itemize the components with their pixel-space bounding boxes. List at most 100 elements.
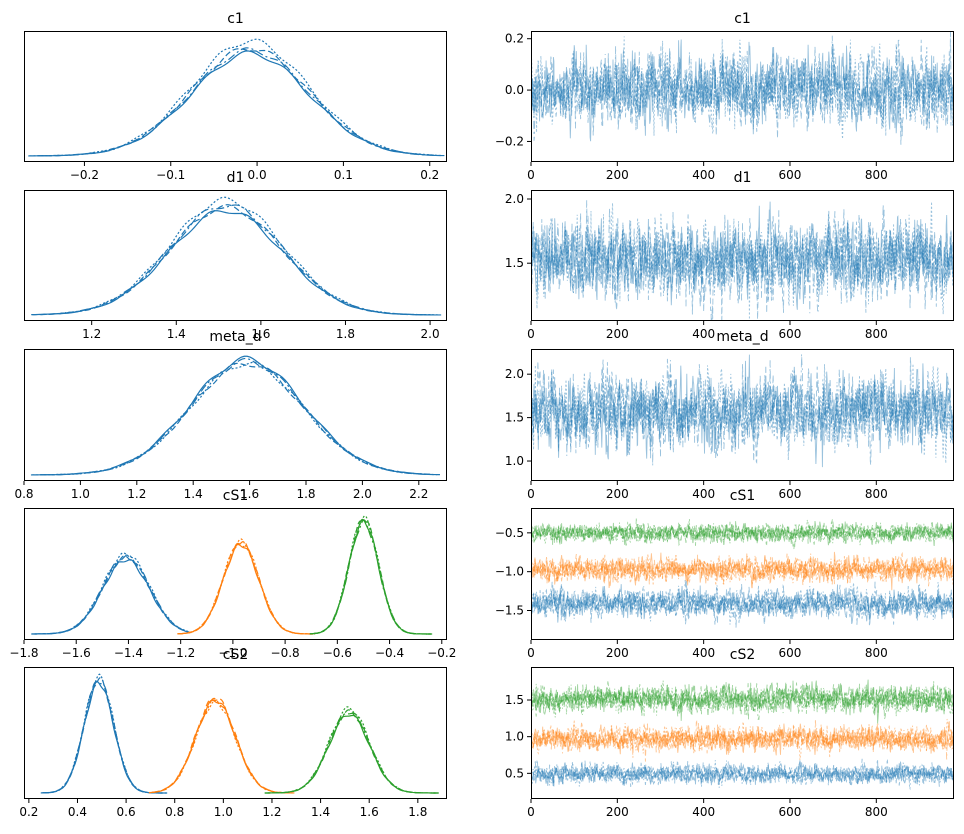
kde-line-cS11-chain-3 — [177, 542, 315, 635]
kde-line-meta_d-chain-1 — [39, 362, 430, 476]
trace-line-cS22-chain-1 — [531, 682, 954, 720]
y-tick-label: 2.0 — [505, 192, 524, 206]
trace-line-cS10-chain-1 — [531, 581, 954, 626]
y-tick-label: −1.5 — [495, 603, 524, 617]
trace-line-meta_d-chain-0 — [531, 354, 954, 468]
kde-line-cS20-chain-1 — [40, 677, 165, 794]
trace-line-cS20-chain-2 — [531, 760, 954, 791]
kde-line-meta_d-chain-2 — [32, 361, 437, 476]
panel-kde-c1: −0.2 −0.1 0.0 0.1 0.2 c1 — [24, 11, 447, 182]
y-tick-label: 1.0 — [505, 730, 524, 744]
trace-line-meta_d-chain-2 — [531, 363, 954, 464]
x-tick-label: 400 — [692, 327, 715, 341]
x-tick-label: 1.4 — [184, 487, 203, 501]
x-tick-label: −1.8 — [9, 646, 38, 660]
panel-trace-cS1: −1.5 −1.0 −0.5 0 200 400 600 800 cS1 — [495, 488, 954, 660]
trace-line-cS21-chain-3 — [531, 720, 954, 760]
x-tick-label: 2.0 — [421, 327, 440, 341]
y-tick-label: −1.0 — [495, 565, 524, 579]
x-tick-label: 600 — [779, 168, 802, 182]
x-tick-label: 1.0 — [71, 487, 90, 501]
axes-frame — [531, 190, 954, 321]
axes-frame — [24, 31, 447, 162]
trace-line-d1-chain-1 — [531, 209, 954, 321]
panel-title: cS2 — [223, 647, 249, 663]
x-tick-label: 0 — [527, 805, 535, 819]
trace-line-cS12-chain-3 — [531, 518, 954, 547]
plot-area — [28, 38, 445, 157]
x-tick-label: −0.8 — [271, 646, 300, 660]
trace-line-cS22-chain-3 — [531, 681, 954, 721]
plot-area — [31, 515, 434, 635]
x-tick-label: 1.4 — [311, 805, 330, 819]
y-tick-label: −0.5 — [495, 526, 524, 540]
trace-line-c1-chain-1 — [531, 39, 954, 145]
trace-line-cS22-chain-2 — [531, 680, 954, 718]
trace-line-cS10-chain-0 — [531, 584, 954, 625]
kde-line-cS11-chain-2 — [180, 538, 312, 635]
trace-line-cS20-chain-1 — [531, 758, 954, 788]
x-tick-label: 1.4 — [167, 327, 186, 341]
kde-line-d1-chain-0 — [39, 210, 442, 316]
y-tick-label: −0.2 — [495, 134, 524, 148]
kde-line-cS21-chain-0 — [148, 699, 293, 794]
kde-line-d1-chain-1 — [31, 204, 431, 316]
kde-line-meta_d-chain-0 — [30, 355, 440, 476]
x-tick-label: 1.0 — [214, 805, 233, 819]
x-tick-label: 200 — [606, 805, 629, 819]
x-tick-label: 600 — [779, 327, 802, 341]
plot-area — [531, 517, 954, 628]
axes-frame — [24, 508, 447, 640]
panel-title: c1 — [734, 11, 751, 27]
x-tick-label: 1.8 — [408, 805, 427, 819]
x-tick-label: 1.6 — [240, 487, 259, 501]
y-tick-label: 2.0 — [505, 367, 524, 381]
x-tick-label: −0.2 — [427, 646, 456, 660]
kde-line-c1-chain-1 — [37, 48, 435, 157]
x-tick-label: 0.2 — [420, 168, 439, 182]
kde-line-cS20-chain-3 — [41, 681, 164, 794]
panel-title: meta_d — [716, 329, 768, 345]
panel-kde-cS1: −1.8 −1.6 −1.4 −1.2 −1.0 −0.8 −0.6 −0.4 −0.2 cS1 — [9, 488, 456, 660]
trace-line-meta_d-chain-1 — [531, 357, 954, 464]
y-tick-label: 1.0 — [505, 454, 524, 468]
x-tick-label: 1.6 — [360, 805, 379, 819]
x-tick-label: 800 — [865, 487, 888, 501]
x-tick-label: 800 — [865, 168, 888, 182]
x-tick-label: −1.4 — [114, 646, 143, 660]
x-tick-label: −0.1 — [156, 168, 185, 182]
kde-line-cS10-chain-0 — [34, 559, 192, 635]
trace-line-c1-chain-3 — [531, 31, 954, 141]
trace-line-cS21-chain-2 — [531, 718, 954, 761]
axes-frame — [24, 190, 447, 321]
x-tick-label: −0.2 — [70, 168, 99, 182]
trace-line-cS10-chain-2 — [531, 581, 954, 625]
x-tick-label: 800 — [865, 327, 888, 341]
panel-title: cS1 — [730, 488, 756, 504]
axes-frame — [531, 31, 954, 162]
kde-line-c1-chain-0 — [28, 50, 445, 157]
panel-title: d1 — [734, 170, 752, 186]
plot-area — [31, 196, 442, 316]
kde-line-cS10-chain-2 — [34, 552, 191, 635]
axes-frame — [531, 667, 954, 799]
trace-line-cS11-chain-3 — [531, 554, 954, 588]
plot-area — [30, 355, 440, 476]
x-tick-label: 1.8 — [336, 327, 355, 341]
x-tick-label: 1.2 — [127, 487, 146, 501]
x-tick-label: 600 — [779, 805, 802, 819]
panel-title: meta_d — [209, 329, 261, 345]
y-tick-label: 0.0 — [505, 83, 524, 97]
panel-trace-c1: −0.2 0.0 0.2 0 200 400 600 800 c1 — [495, 11, 954, 182]
axes-frame — [24, 667, 447, 799]
plot-area — [531, 200, 954, 321]
plot-area — [531, 31, 954, 145]
y-tick-label: 1.5 — [505, 411, 524, 425]
x-tick-label: 400 — [692, 805, 715, 819]
panel-title: cS1 — [223, 488, 249, 504]
x-tick-label: 1.2 — [262, 805, 281, 819]
kde-line-cS12-chain-2 — [309, 515, 432, 635]
x-tick-label: 200 — [606, 487, 629, 501]
